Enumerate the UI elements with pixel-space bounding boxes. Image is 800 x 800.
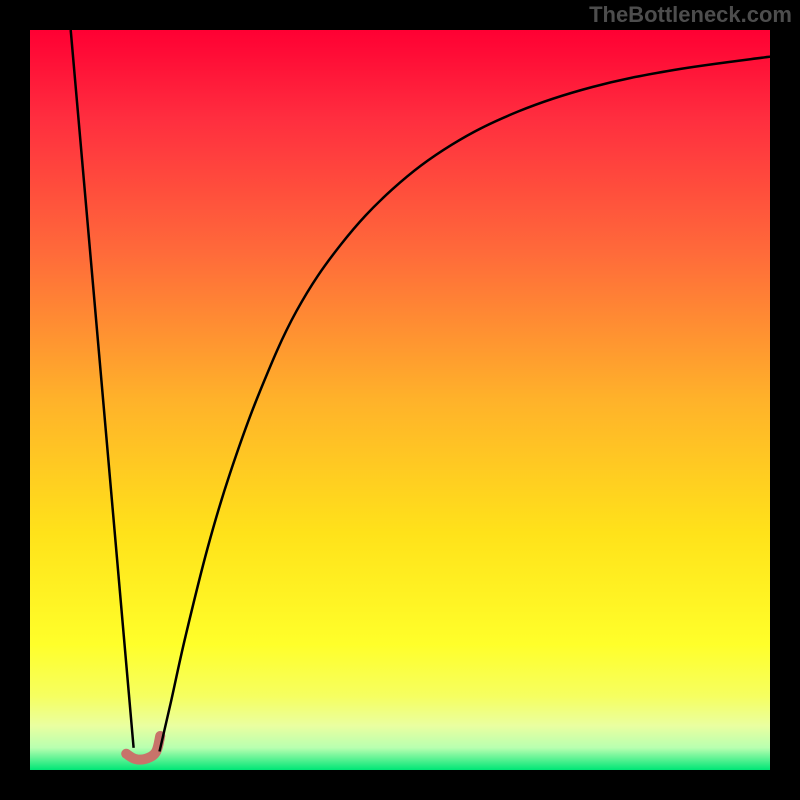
chart-plot-area (30, 30, 770, 770)
chart-svg (0, 0, 800, 800)
bottleneck-chart: TheBottleneck.com (0, 0, 800, 800)
watermark-text: TheBottleneck.com (589, 2, 792, 28)
